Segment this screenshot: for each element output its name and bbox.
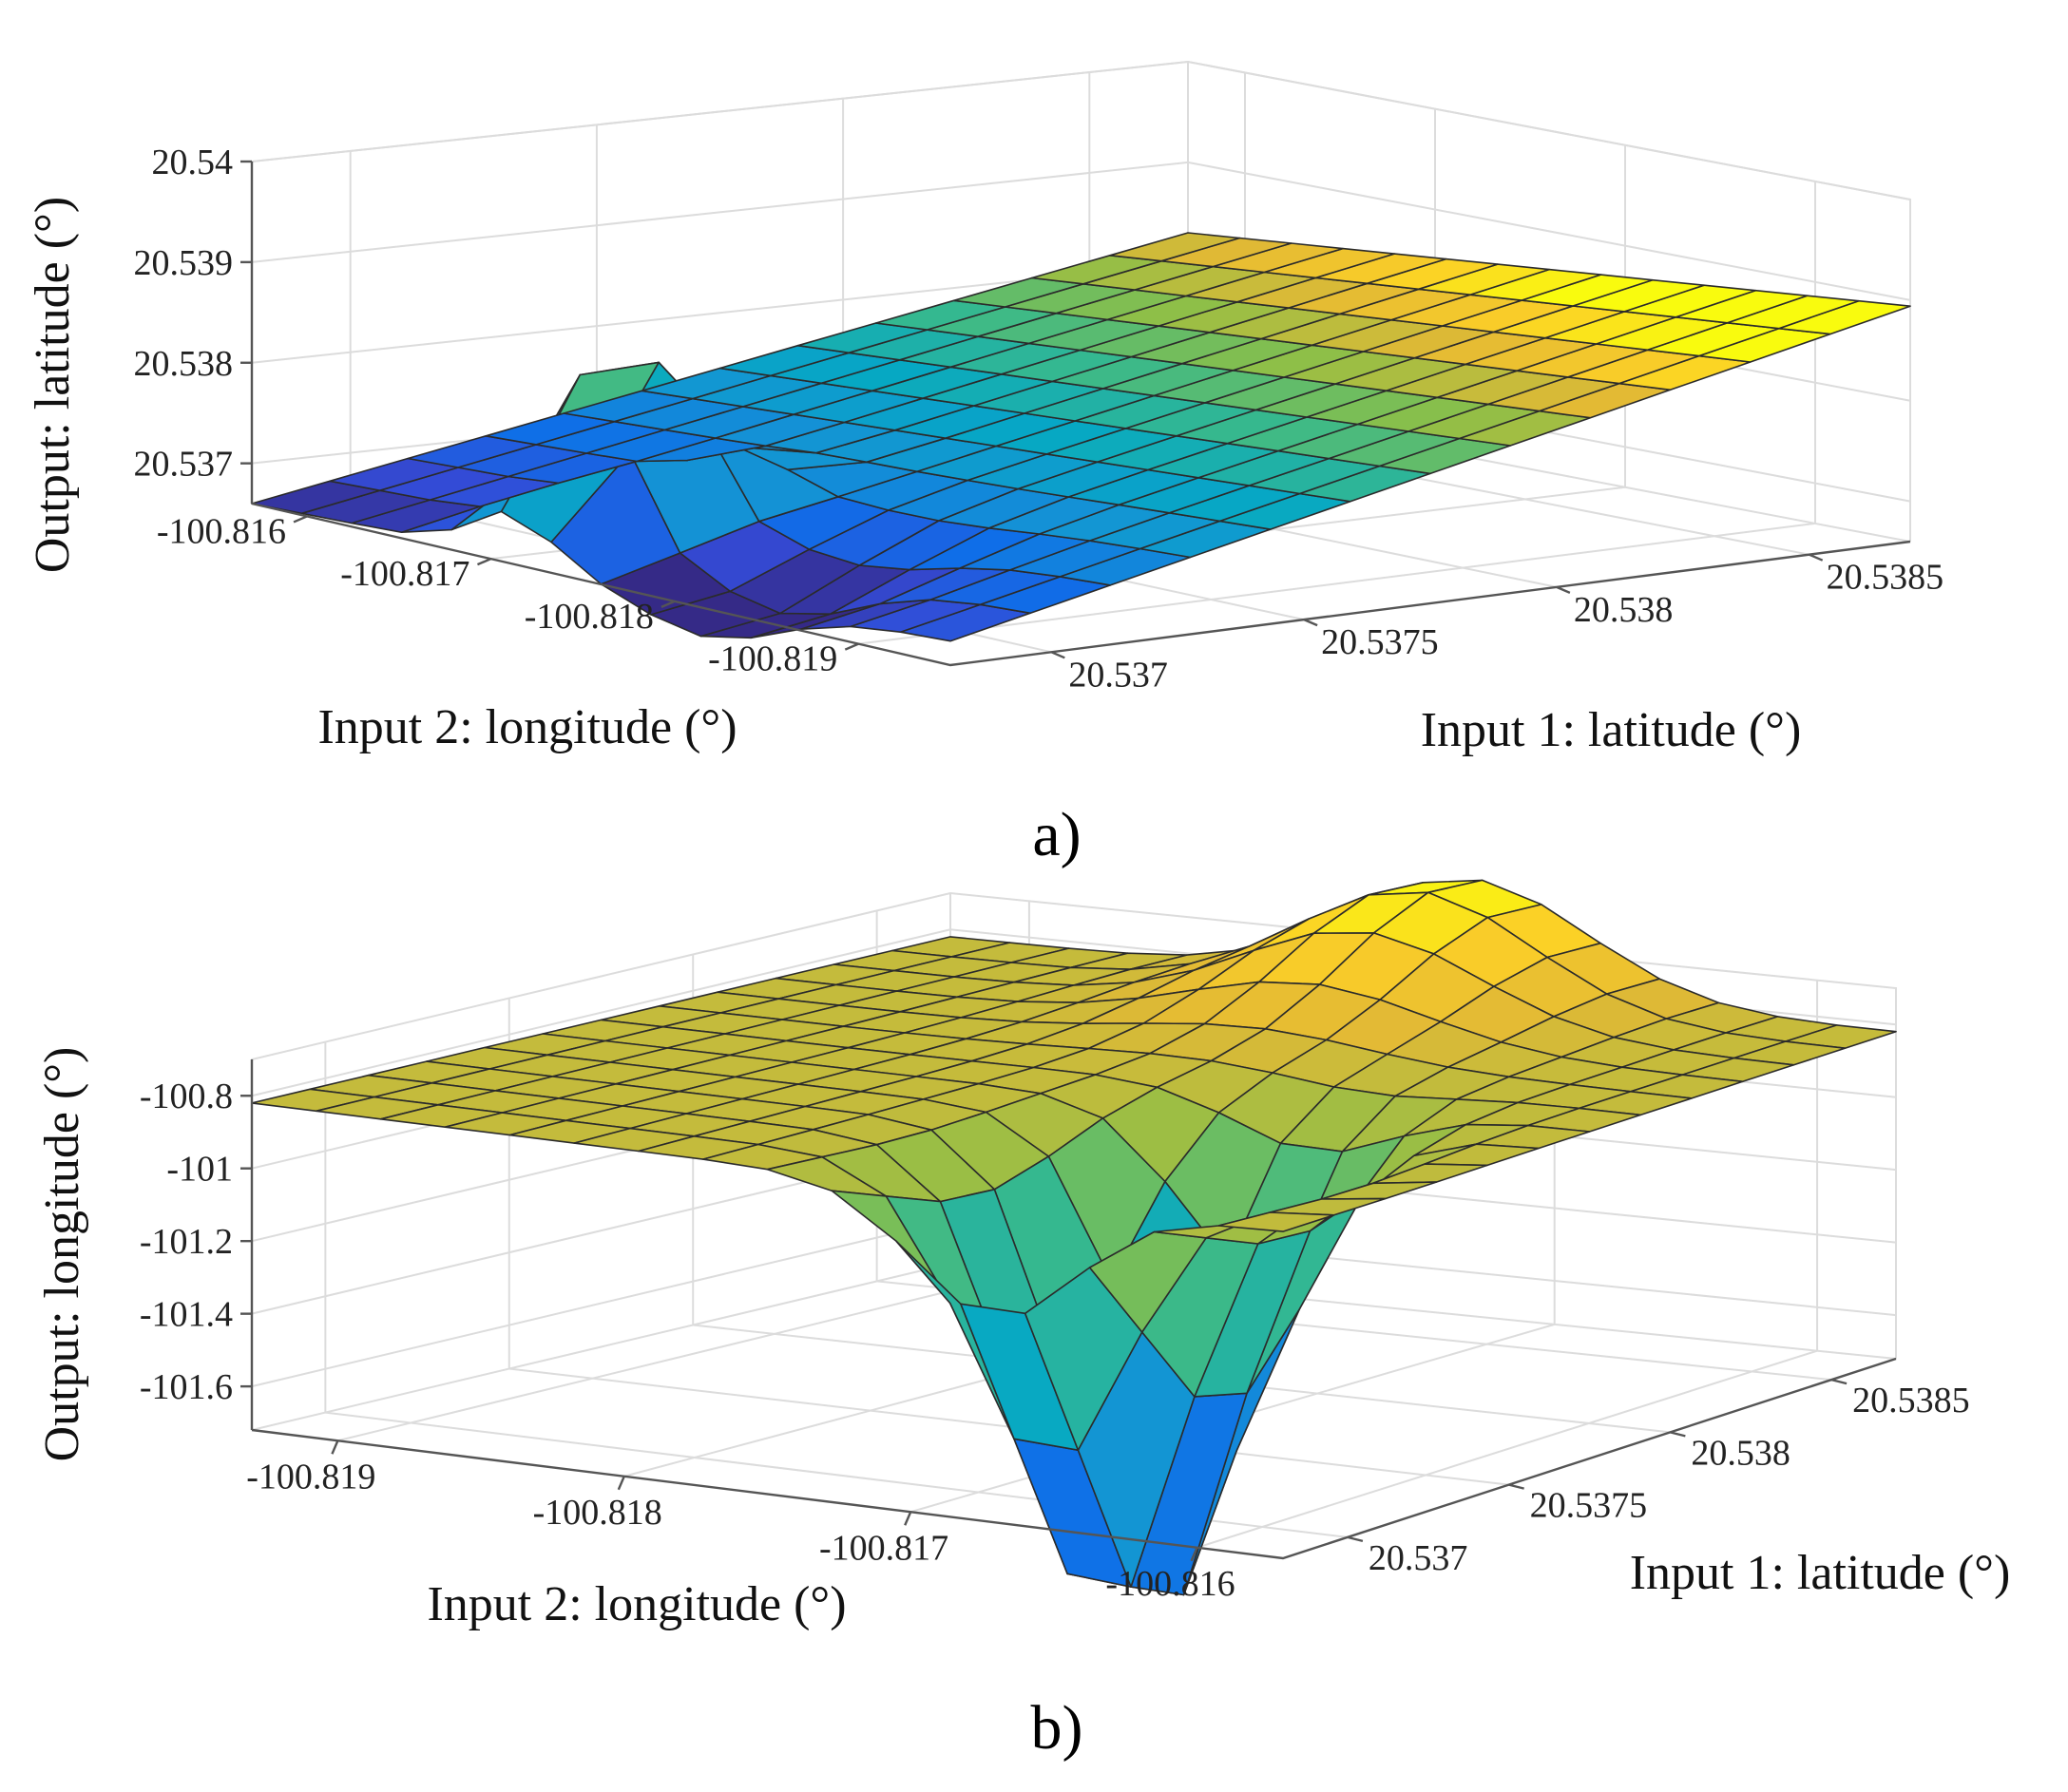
plot-a-x-axis-label: Input 2: longitude (°) xyxy=(317,700,737,754)
b-x-tick-mark xyxy=(904,1511,912,1526)
a-y-tick-label: 20.5385 xyxy=(1827,558,1944,598)
b-y-tick-label: 20.537 xyxy=(1369,1538,1468,1578)
panel-label-a: a) xyxy=(1032,800,1081,869)
panel-label-b: b) xyxy=(1031,1693,1083,1763)
a-z-tick-label: 20.539 xyxy=(134,243,234,283)
a-x-tick-mark xyxy=(661,600,676,608)
a-x-tick-mark xyxy=(844,642,859,651)
b-y-tick-mark xyxy=(1670,1431,1686,1438)
b-x-gridline xyxy=(1197,1349,1818,1549)
a-x-tick-label: -100.819 xyxy=(708,639,837,679)
b-z-tick-label: -100.8 xyxy=(140,1077,233,1116)
b-x-tick-mark xyxy=(1190,1547,1198,1562)
a-x-tick-label: -100.818 xyxy=(525,597,654,637)
a-floor-axes xyxy=(251,502,1911,667)
a-y-tick-mark xyxy=(1050,651,1065,659)
b-z-tick-label: -101 xyxy=(166,1150,233,1190)
plot-b-ticks: -100.8 -101 -101.2 -101.4 -101.6 -100.819 -100… xyxy=(140,1059,1970,1604)
b-y-tick-mark xyxy=(1347,1535,1364,1543)
b-x-tick-mark xyxy=(331,1439,339,1455)
a-z-tick-label: 20.54 xyxy=(152,143,234,182)
b-x-tick-label: -100.816 xyxy=(1105,1564,1235,1604)
plot-a-ticks: 20.537 20.538 20.539 20.54 -100.816 -100.817 -… xyxy=(134,143,1944,695)
b-x-gridline xyxy=(337,1270,1030,1442)
a-surface-face xyxy=(1109,232,1241,262)
a-y-tick-label: 20.537 xyxy=(1068,655,1168,695)
a-x-tick-label: -100.817 xyxy=(340,554,469,594)
b-surface-face xyxy=(1217,1211,1335,1232)
b-x-tick-label: -100.817 xyxy=(819,1528,948,1568)
a-x-gridline xyxy=(858,522,1816,645)
surface-plot-b: -100.8 -101 -101.2 -101.4 -101.6 -100.819 -100… xyxy=(35,879,2011,1763)
a-z-gridline xyxy=(251,60,1911,200)
plot-b-z-axis-label: Output: longitude (°) xyxy=(35,1047,89,1462)
a-y-tick-mark xyxy=(1556,585,1571,594)
a-x-tick-label: -100.816 xyxy=(157,511,286,551)
plot-b-x-axis-label: Input 2: longitude (°) xyxy=(427,1577,846,1631)
b-z-tick-label: -101.2 xyxy=(140,1222,233,1262)
b-y-tick-label: 20.5375 xyxy=(1530,1486,1648,1526)
plot-a-surface xyxy=(251,232,1911,642)
b-z-tick-label: -101.6 xyxy=(140,1367,233,1407)
plot-b-y-axis-label: Input 1: latitude (°) xyxy=(1630,1546,2011,1600)
b-z-tick-label: -101.4 xyxy=(140,1295,233,1335)
plot-a-z-axis-label: Output: latitude (°) xyxy=(26,197,80,573)
a-y-tick-label: 20.538 xyxy=(1574,590,1674,630)
a-z-gridline xyxy=(251,161,1911,301)
surface-plot-a: 20.537 20.538 20.539 20.54 -100.816 -100.817 -… xyxy=(26,60,1944,869)
b-x-tick-mark xyxy=(617,1476,625,1491)
a-x-tick-mark xyxy=(293,515,308,524)
b-x-tick-label: -100.818 xyxy=(533,1493,662,1533)
plot-a-y-axis-label: Input 1: latitude (°) xyxy=(1421,703,1802,757)
a-y-tick-label: 20.5375 xyxy=(1321,622,1439,662)
a-y-tick-mark xyxy=(1809,553,1824,562)
b-y-tick-label: 20.5385 xyxy=(1852,1381,1970,1420)
a-x-tick-mark xyxy=(476,558,491,566)
a-z-tick-label: 20.537 xyxy=(134,445,234,485)
b-y-tick-mark xyxy=(1830,1378,1848,1385)
plot-b-surface xyxy=(251,879,1897,1596)
b-x-tick-label: -100.819 xyxy=(246,1457,375,1497)
a-z-tick-label: 20.538 xyxy=(134,344,234,384)
a-y-tick-mark xyxy=(1303,619,1318,627)
b-y-tick-mark xyxy=(1508,1483,1524,1490)
b-y-tick-label: 20.538 xyxy=(1691,1433,1790,1473)
b-floor-axes xyxy=(251,1357,1897,1560)
